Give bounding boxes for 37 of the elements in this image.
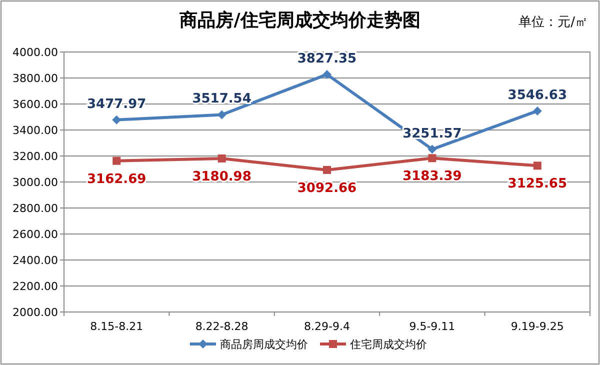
data-label: 3827.35 [297,51,357,66]
data-label: 3125.65 [508,176,568,192]
x-tick-label: 8.15-8.21 [90,320,144,333]
x-tick-label: 8.29-9.4 [304,320,350,333]
legend-label: 住宅周成交均价 [350,338,427,351]
text: 单位：元/㎡ [518,15,588,30]
y-tick-label: 4000.00 [12,46,58,59]
x-tick-label: 9.5-9.11 [409,320,456,333]
y-tick-label: 2000.00 [12,306,58,319]
y-tick-label: 3000.00 [12,176,58,189]
data-label: 3517.54 [192,92,252,107]
x-tick-label: 8.22-8.28 [195,320,248,333]
point [428,144,437,154]
point [323,166,331,174]
data-label: 3183.39 [402,169,462,184]
point [218,154,226,162]
chart-title: 商品房/住宅周成交均价走势图 [178,10,420,31]
y-tick-label: 3200.00 [12,150,58,163]
data-label: 3180.98 [192,169,252,184]
data-label: 3162.69 [86,172,146,187]
y-tick-label: 2400.00 [12,254,58,267]
x-tick-label: 9.19-9.25 [510,320,564,333]
y-tick-label: 2800.00 [12,202,58,215]
point [428,154,436,162]
point [532,106,542,116]
y-tick-label: 3600.00 [12,98,58,111]
y-tick-label: 2200.00 [12,280,58,293]
data-label: 3546.63 [508,88,568,103]
point [533,162,542,170]
data-label: 3477.97 [86,96,146,112]
y-tick-label: 3800.00 [12,72,58,85]
point [112,156,121,165]
y-tick-label: 3400.00 [12,124,58,137]
point [322,70,332,79]
y-tick-label: 2600.00 [12,228,58,241]
legend-label: 商品房周成交均价 [220,338,308,351]
data-label: 3092.66 [297,180,357,196]
